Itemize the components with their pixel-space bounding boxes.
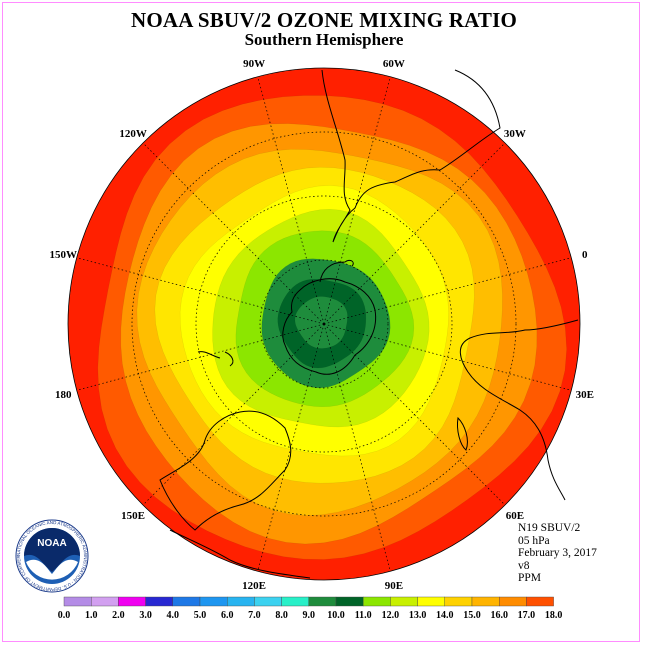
colorbar-swatch-3 (145, 596, 174, 607)
latitude-circle-1 (195, 195, 453, 453)
australia-coastline (159, 410, 292, 531)
page-subtitle: Southern Hemisphere (244, 30, 404, 49)
map-boundary (67, 67, 581, 581)
longitude-label-90E: 90E (385, 580, 403, 592)
colorbar-tick-13: 13.0 (409, 610, 427, 621)
longitude-label-150W: 150W (49, 249, 77, 261)
colorbar-swatch-2 (118, 596, 146, 607)
page-title: NOAA SBUV/2 OZONE MIXING RATIO (131, 8, 517, 32)
colorbar-tick-4: 4.0 (167, 610, 180, 621)
colorbar-swatch-0 (63, 596, 92, 607)
noaa-logo: NOAA NATIONAL OCEANIC AND ATMOSPHERIC AD… (15, 519, 89, 593)
indonesia (169, 529, 311, 579)
longitude-label-120E: 120E (242, 580, 266, 592)
colorbar-tick-0: 0.0 (58, 610, 71, 621)
colorbar-tick-1: 1.0 (85, 610, 98, 621)
colorbar-swatch-15 (471, 596, 500, 607)
new-zealand (197, 351, 234, 367)
meridian-0 (323, 257, 572, 325)
colorbar-swatch-13 (417, 596, 446, 607)
longitude-label-60E: 60E (506, 510, 524, 522)
colorbar-swatch-14 (444, 596, 473, 607)
colorbar-swatch-11 (363, 596, 391, 607)
colorbar-tick-2: 2.0 (112, 610, 125, 621)
colorbar-tick-7: 7.0 (248, 610, 261, 621)
latitude-circle-2 (131, 131, 517, 517)
meridian-60E (323, 323, 506, 506)
colorbar-tick-12: 12.0 (382, 610, 400, 621)
colorbar-swatch-10 (335, 596, 364, 607)
longitude-label-0: 0 (582, 249, 588, 261)
colorbar-tick-5: 5.0 (194, 610, 207, 621)
madagascar (457, 416, 468, 451)
date-label: February 3, 2017 (518, 547, 597, 559)
colorbar-swatch-1 (90, 596, 119, 607)
meridian-90W (257, 76, 325, 325)
colorbar-tick-11: 11.0 (355, 610, 372, 621)
colorbar-swatch-5 (199, 596, 228, 607)
meridian-180 (76, 323, 325, 391)
graticule (76, 76, 572, 572)
longitude-label-90W: 90W (243, 58, 265, 70)
longitude-label-150E: 150E (121, 510, 145, 522)
colorbar-tick-18: 18.0 (545, 610, 563, 621)
meridian-60W (323, 76, 391, 325)
colorbar-tick-10: 10.0 (327, 610, 345, 621)
africa-coastline (459, 319, 579, 501)
antarctica-coastline (282, 278, 377, 375)
meridian-120W (142, 142, 325, 325)
pressure-level: 05 hPa (518, 534, 550, 547)
longitude-label-180: 180 (55, 389, 72, 401)
metadata-panel: N19 SBUV/2 05 hPa February 3, 2017 v8 PP… (518, 522, 597, 585)
noaa-logo-text: NOAA (37, 538, 66, 549)
latitude-circle-0 (259, 259, 389, 389)
longitude-label-60W: 60W (383, 58, 405, 70)
colorbar-tick-3: 3.0 (139, 610, 152, 621)
antarctic-peninsula (319, 259, 354, 283)
longitude-labels: 90W 60W 30W 0 30E 60E 90E 120E 150E 180 150W 120W (49, 58, 594, 592)
colorbar-tick-16: 16.0 (490, 610, 508, 621)
meridian-30W (323, 142, 506, 325)
longitude-label-30W: 30W (504, 128, 526, 140)
colorbar-tick-14: 14.0 (436, 610, 454, 621)
meridian-120E (257, 323, 325, 572)
longitude-label-30E: 30E (576, 389, 594, 401)
colorbar-swatch-16 (499, 596, 527, 607)
colorbar-swatch-12 (390, 596, 418, 607)
colorbar-swatch-17 (526, 596, 554, 607)
colorbar-tick-9: 9.0 (303, 610, 316, 621)
colorbar-tick-8: 8.0 (275, 610, 288, 621)
colorbar-tick-15: 15.0 (463, 610, 481, 621)
contour-band-10 (294, 296, 348, 349)
meridian-90E (323, 323, 391, 572)
instrument-label: N19 SBUV/2 (518, 522, 581, 534)
meridian-30E (323, 323, 572, 391)
colorbar-swatch-9 (308, 596, 337, 607)
colorbar-swatch-6 (226, 596, 255, 607)
units-label: PPM (518, 572, 542, 584)
colorbar-tick-17: 17.0 (518, 610, 536, 621)
colorbar-swatch-4 (172, 596, 201, 607)
figure-frame (2, 2, 640, 642)
colorbar-swatch-8 (281, 596, 310, 607)
meridian-150W (76, 257, 325, 325)
version-label: v8 (518, 559, 530, 572)
colorbar-tick-6: 6.0 (221, 610, 234, 621)
meridian-150E (142, 323, 325, 506)
colorbar-swatch-7 (254, 596, 282, 607)
longitude-label-120W: 120W (119, 128, 147, 140)
